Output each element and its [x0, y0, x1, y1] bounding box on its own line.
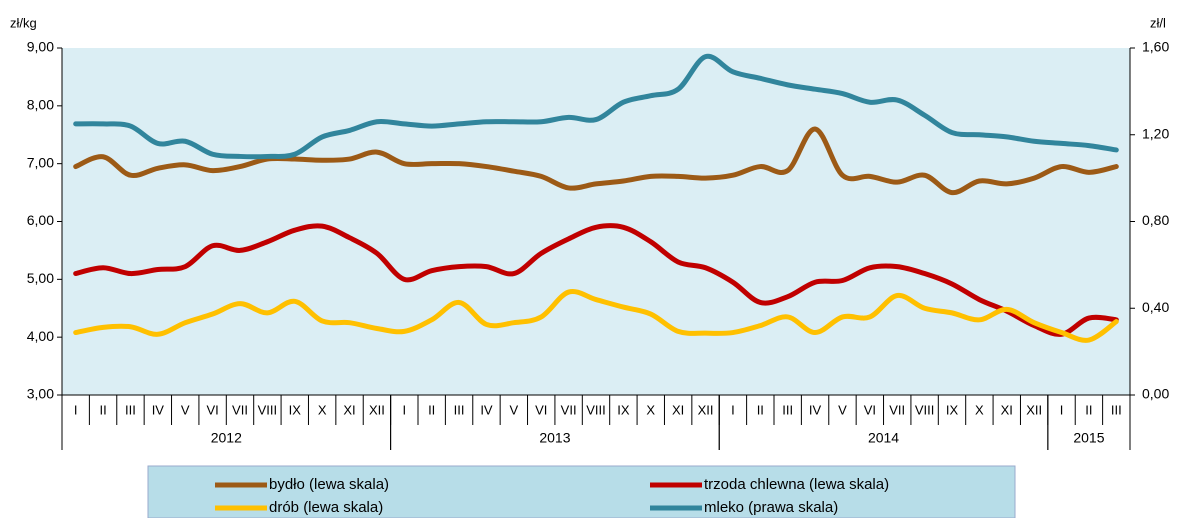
group-label: 2015 [1073, 430, 1104, 446]
x-tick-label: V [181, 402, 190, 417]
plot-area [62, 48, 1130, 395]
x-tick-label: III [782, 402, 793, 417]
x-tick-label: III [454, 402, 465, 417]
series-line [73, 288, 1119, 343]
x-tick-label: X [318, 402, 327, 417]
legend-box [147, 465, 1016, 519]
x-tick-label: XII [1026, 402, 1042, 417]
x-tick-label: XI [1001, 402, 1013, 417]
y-tick-label: 5,00 [27, 270, 54, 286]
x-tick-label: I [731, 402, 735, 417]
x-tick-label: XI [672, 402, 684, 417]
x-tick-label: III [125, 402, 136, 417]
y2-axis-label: zł/l [1150, 15, 1166, 30]
y2-tick-label: 1,60 [1142, 39, 1169, 55]
y2-tick-label: 0,40 [1142, 299, 1169, 315]
x-tick-label: VII [561, 402, 577, 417]
x-tick-label: VII [232, 402, 248, 417]
x-tick-label: II [757, 402, 764, 417]
x-tick-label: I [402, 402, 406, 417]
x-tick-label: VIII [915, 402, 935, 417]
y-axis-label: zł/kg [10, 15, 37, 30]
legend-label: bydło (lewa skala) [269, 476, 389, 493]
legend-label: drób (lewa skala) [269, 499, 383, 516]
x-tick-label: I [74, 402, 78, 417]
x-tick-label: V [838, 402, 847, 417]
x-tick-label: XII [369, 402, 385, 417]
series-line [73, 126, 1119, 196]
x-tick-label: IX [946, 402, 959, 417]
group-label: 2012 [211, 430, 242, 446]
legend-label: mleko (prawa skala) [704, 499, 838, 516]
y-tick-label: 9,00 [27, 39, 54, 55]
x-tick-label: VIII [258, 402, 278, 417]
x-tick-label: X [975, 402, 984, 417]
x-tick-label: XII [698, 402, 714, 417]
x-tick-label: II [428, 402, 435, 417]
x-tick-label: IV [480, 402, 493, 417]
x-tick-label: IX [617, 402, 630, 417]
x-tick-label: VII [889, 402, 905, 417]
y-tick-label: 7,00 [27, 154, 54, 170]
y-tick-label: 3,00 [27, 386, 54, 402]
x-tick-label: I [1060, 402, 1064, 417]
y2-tick-label: 0,00 [1142, 386, 1169, 402]
x-tick-label: II [99, 402, 106, 417]
x-tick-label: IV [809, 402, 822, 417]
y-tick-label: 6,00 [27, 212, 54, 228]
group-label: 2014 [868, 430, 899, 446]
x-tick-label: III [1111, 402, 1122, 417]
x-tick-label: VIII [586, 402, 606, 417]
series-line [73, 53, 1119, 160]
x-tick-label: XI [343, 402, 355, 417]
x-tick-label: V [510, 402, 519, 417]
x-tick-label: VI [864, 402, 876, 417]
x-tick-label: IX [289, 402, 302, 417]
x-tick-label: IV [152, 402, 165, 417]
x-tick-label: VI [535, 402, 547, 417]
series-line [73, 223, 1119, 337]
y2-tick-label: 1,20 [1142, 125, 1169, 141]
legend-label: trzoda chlewna (lewa skala) [704, 476, 889, 493]
y-tick-label: 8,00 [27, 97, 54, 113]
x-tick-label: II [1085, 402, 1092, 417]
y2-tick-label: 0,80 [1142, 212, 1169, 228]
x-tick-label: X [646, 402, 655, 417]
y-tick-label: 4,00 [27, 328, 54, 344]
x-tick-label: VI [206, 402, 218, 417]
group-label: 2013 [539, 430, 570, 446]
